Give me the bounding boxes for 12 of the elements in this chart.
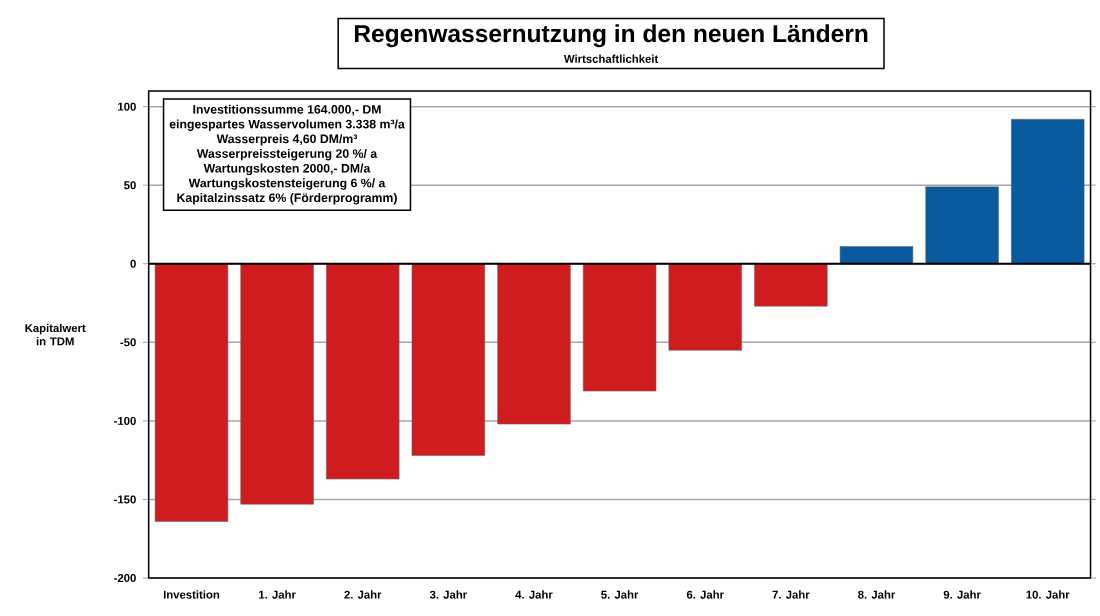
bar xyxy=(411,263,486,456)
bar xyxy=(839,246,914,265)
bar xyxy=(754,263,828,307)
bar xyxy=(497,263,571,425)
bar xyxy=(240,263,314,505)
bar xyxy=(582,263,657,392)
bar xyxy=(326,263,400,480)
chart-title: Regenwassernutzung in den neuen Ländern xyxy=(354,24,868,48)
bar xyxy=(154,263,229,522)
bar xyxy=(668,263,742,351)
bar xyxy=(925,186,999,265)
bar xyxy=(1011,118,1085,265)
